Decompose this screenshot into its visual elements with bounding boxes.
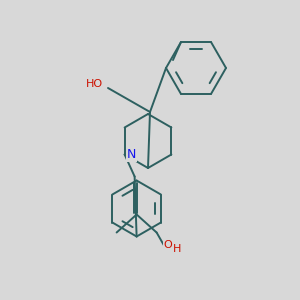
- Text: O: O: [163, 239, 172, 250]
- Text: H: H: [172, 244, 181, 254]
- Text: N: N: [127, 148, 136, 161]
- Text: HO: HO: [85, 79, 103, 89]
